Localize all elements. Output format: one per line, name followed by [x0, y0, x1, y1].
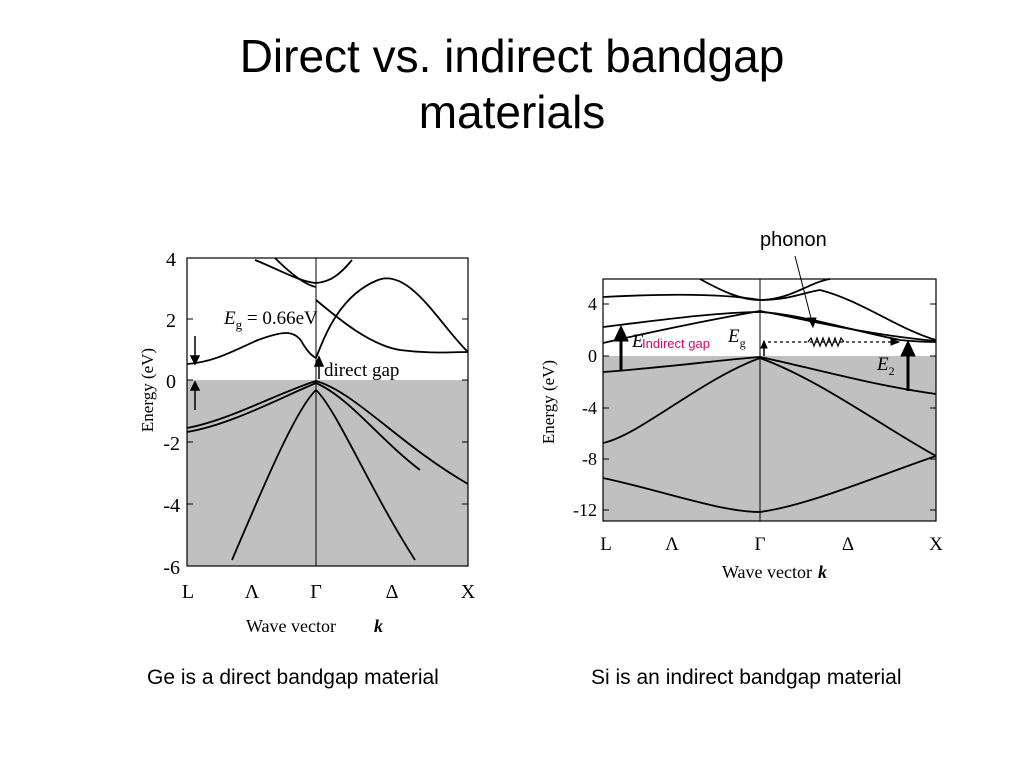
si-valence-band-top	[602, 356, 937, 395]
ge-xtick: Λ	[245, 581, 260, 603]
ge-conduction-band-left	[186, 332, 317, 365]
si-y-tick-labels: 4 0 -4 -8 -12	[573, 294, 597, 520]
ge-light-hole-band	[186, 382, 421, 471]
ge-gap-arrows	[189, 336, 325, 410]
si-eg-label: Eg	[727, 326, 746, 350]
ge-y-tick-marks	[187, 257, 468, 567]
page-title: Direct vs. indirect bandgap materials	[0, 28, 1024, 140]
si-x-axis-label: Wave vector	[722, 562, 812, 582]
si-ytick: -12	[573, 500, 597, 520]
si-phonon-wave	[807, 336, 845, 348]
si-ytick: 0	[588, 346, 597, 366]
ge-xtick: X	[461, 581, 476, 603]
ge-heavy-hole-band	[186, 380, 469, 485]
phonon-label: phonon	[760, 229, 827, 251]
ge-ytick: 4	[166, 249, 176, 271]
ge-caption: Ge is a direct bandgap material	[147, 666, 439, 689]
ge-conduction-band-right	[315, 277, 469, 359]
ge-upper-band-2	[274, 257, 317, 288]
ge-split-off-band	[231, 388, 416, 561]
ge-ytick: -4	[163, 495, 180, 517]
si-xtick: Γ	[755, 534, 766, 555]
ge-eg-annotation: Eg = 0.66eV	[223, 308, 318, 332]
si-conduction-band-2	[602, 310, 937, 344]
ge-x-axis-label: Wave vector	[246, 616, 336, 636]
si-valence-shading	[603, 356, 936, 521]
si-upper-band-1	[602, 289, 937, 341]
si-xtick: X	[929, 534, 943, 555]
si-phonon-pointer	[794, 255, 813, 323]
ge-upper-band-1	[254, 259, 353, 284]
ge-bands	[186, 257, 469, 561]
si-x-tick-labels: L Λ Γ Δ X	[600, 534, 943, 555]
si-x-axis-k: k	[818, 562, 827, 582]
title-line-1: Direct vs. indirect bandgap	[239, 30, 785, 82]
ge-band-diagram: 4 2 0 -2 -4 -6 L Λ Γ Δ X Energy (eV) Wav…	[138, 249, 476, 636]
si-indirect-gap-label: Indirect gap	[642, 336, 710, 351]
si-band-diagram: 4 0 -4 -8 -12 L Λ Γ Δ X Energy (eV) Wave…	[539, 229, 943, 582]
ge-valence-shading	[187, 380, 468, 566]
si-ytick: 4	[588, 294, 597, 314]
si-y-axis-label: Energy (eV)	[539, 360, 558, 444]
si-gap-arrows	[613, 255, 916, 391]
ge-ytick: 0	[166, 371, 176, 393]
si-y-tick-marks	[603, 303, 936, 511]
ge-direct-gap-label: direct gap	[324, 360, 399, 381]
si-xtick: Δ	[842, 534, 854, 555]
ge-ytick: -2	[163, 433, 180, 455]
si-ytick: -8	[582, 449, 597, 469]
si-ytick: -4	[582, 398, 597, 418]
si-e1-label: E	[631, 331, 644, 352]
si-e2-label: E2	[876, 354, 895, 378]
ge-x-axis-k: k	[374, 616, 383, 636]
si-plot-frame	[602, 278, 937, 522]
ge-y-axis-label: Energy (eV)	[138, 348, 157, 432]
si-conduction-band-1	[602, 311, 937, 343]
si-caption: Si is an indirect bandgap material	[591, 666, 902, 689]
ge-x-tick-labels: L Λ Γ Δ X	[182, 581, 476, 603]
ge-upper-band-3	[315, 299, 469, 354]
ge-xtick: L	[182, 581, 194, 603]
si-upper-band-2	[699, 278, 831, 301]
ge-ytick: 2	[166, 310, 176, 332]
ge-xtick: Γ	[310, 581, 322, 603]
title-line-2: materials	[418, 86, 606, 138]
ge-ytick: -6	[163, 557, 180, 579]
si-valence-band-3	[602, 455, 937, 513]
ge-xtick: Δ	[386, 581, 399, 603]
si-bands	[602, 278, 937, 513]
si-xtick: L	[600, 534, 612, 555]
ge-plot-frame	[186, 257, 469, 567]
si-xtick: Λ	[665, 534, 679, 555]
si-valence-band-2	[602, 357, 937, 457]
ge-y-tick-labels: 4 2 0 -2 -4 -6	[163, 249, 180, 579]
